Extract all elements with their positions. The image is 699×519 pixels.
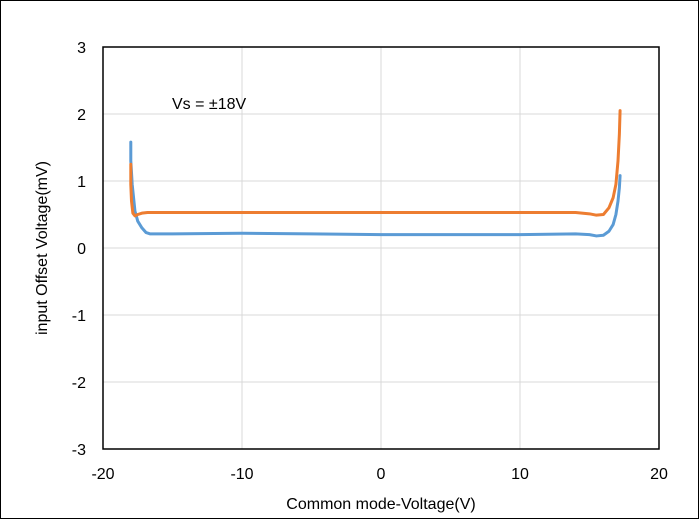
x-tick-label: 0 [377,466,386,483]
y-tick-label: 3 [77,40,86,57]
annotation-label: Vs = ±18V [172,96,246,113]
x-axis-title: Common mode-Voltage(V) [286,496,475,513]
series-line-1 [129,140,622,238]
series-line-2 [129,109,622,218]
y-tick-label: -3 [72,442,86,459]
series-group [129,109,622,238]
y-tick-label: 1 [77,174,86,191]
x-tick-label: -10 [230,466,253,483]
plot-border [102,46,660,450]
y-tick-label: 0 [77,241,86,258]
y-tick-label: 2 [77,107,86,124]
x-tick-label: -20 [91,466,114,483]
x-tick-label: 20 [650,466,668,483]
grid-lines [103,47,659,449]
x-tick-label: 10 [511,466,529,483]
y-tick-label: -1 [72,308,86,325]
y-tick-label: -2 [72,375,86,392]
y-axis-title: input Offset Voltage(mV) [34,161,51,335]
